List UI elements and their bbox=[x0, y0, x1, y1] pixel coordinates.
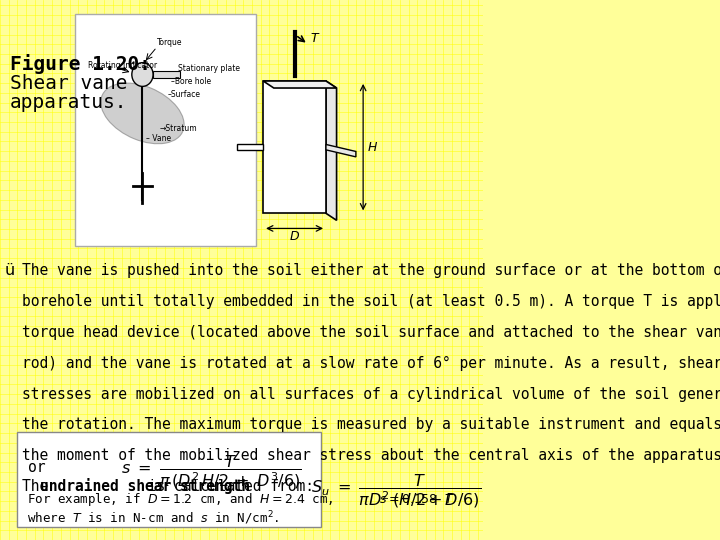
Text: $s\ =\ \dfrac{T}{\pi\,(D^2\,H/2\;+\;D^3/6)}$: $s\ =\ \dfrac{T}{\pi\,(D^2\,H/2\;+\;D^3/… bbox=[121, 454, 302, 491]
Polygon shape bbox=[237, 144, 264, 150]
Circle shape bbox=[132, 63, 153, 86]
Text: is calculated from:: is calculated from: bbox=[138, 479, 314, 494]
Text: undrained shear strength: undrained shear strength bbox=[40, 478, 250, 494]
Text: D: D bbox=[289, 230, 300, 244]
Text: torque head device (located above the soil surface and attached to the shear van: torque head device (located above the so… bbox=[22, 325, 720, 340]
Ellipse shape bbox=[101, 83, 184, 144]
Polygon shape bbox=[264, 81, 336, 88]
Text: The: The bbox=[22, 479, 57, 494]
Text: Stationary plate: Stationary plate bbox=[178, 64, 240, 73]
Text: apparatus.: apparatus. bbox=[9, 93, 127, 112]
Polygon shape bbox=[326, 144, 356, 157]
Text: Shear vane: Shear vane bbox=[9, 74, 127, 93]
Text: stresses are mobilized on all surfaces of a cylindrical volume of the soil gener: stresses are mobilized on all surfaces o… bbox=[22, 387, 720, 402]
FancyBboxPatch shape bbox=[75, 14, 256, 246]
Text: For example, if $D = 1.2$ cm, and $H = 2.4$ cm,      $s = 0.158$ $T$: For example, if $D = 1.2$ cm, and $H = 2… bbox=[27, 491, 454, 508]
Text: the moment of the mobilized shear stress about the central axis of the apparatus: the moment of the mobilized shear stress… bbox=[22, 448, 720, 463]
Text: or: or bbox=[28, 461, 45, 476]
Text: –Surface: –Surface bbox=[168, 90, 201, 99]
Text: – Vane: – Vane bbox=[146, 134, 171, 144]
FancyBboxPatch shape bbox=[17, 432, 321, 526]
Text: borehole until totally embedded in the soil (at least 0.5 m). A torque T is appl: borehole until totally embedded in the s… bbox=[22, 294, 720, 309]
Polygon shape bbox=[326, 81, 336, 220]
Text: →Stratum: →Stratum bbox=[159, 124, 197, 133]
Bar bbox=[264, 81, 326, 213]
Text: The vane is pushed into the soil either at the ground surface or at the bottom o: The vane is pushed into the soil either … bbox=[22, 264, 720, 279]
Text: Torque: Torque bbox=[157, 38, 182, 48]
Text: Figure 1.20:: Figure 1.20: bbox=[9, 54, 150, 74]
Text: H: H bbox=[367, 140, 377, 154]
Text: the rotation. The maximum torque is measured by a suitable instrument and equals: the rotation. The maximum torque is meas… bbox=[22, 417, 720, 433]
Text: –Bore hole: –Bore hole bbox=[171, 77, 212, 86]
Bar bbox=[153, 71, 179, 78]
Text: $S_u\ =\ \dfrac{T}{\pi D^2\,(H/2 + D/6)}$: $S_u\ =\ \dfrac{T}{\pi D^2\,(H/2 + D/6)}… bbox=[312, 472, 482, 510]
Text: where $T$ is in N-cm and $s$ in N/cm$^2$.: where $T$ is in N-cm and $s$ in N/cm$^2$… bbox=[27, 509, 279, 527]
Text: T: T bbox=[310, 32, 318, 45]
Text: ü: ü bbox=[5, 264, 15, 279]
Text: Rotating indicator: Rotating indicator bbox=[88, 60, 157, 70]
Text: rod) and the vane is rotated at a slow rate of 6° per minute. As a result, shear: rod) and the vane is rotated at a slow r… bbox=[22, 356, 720, 371]
